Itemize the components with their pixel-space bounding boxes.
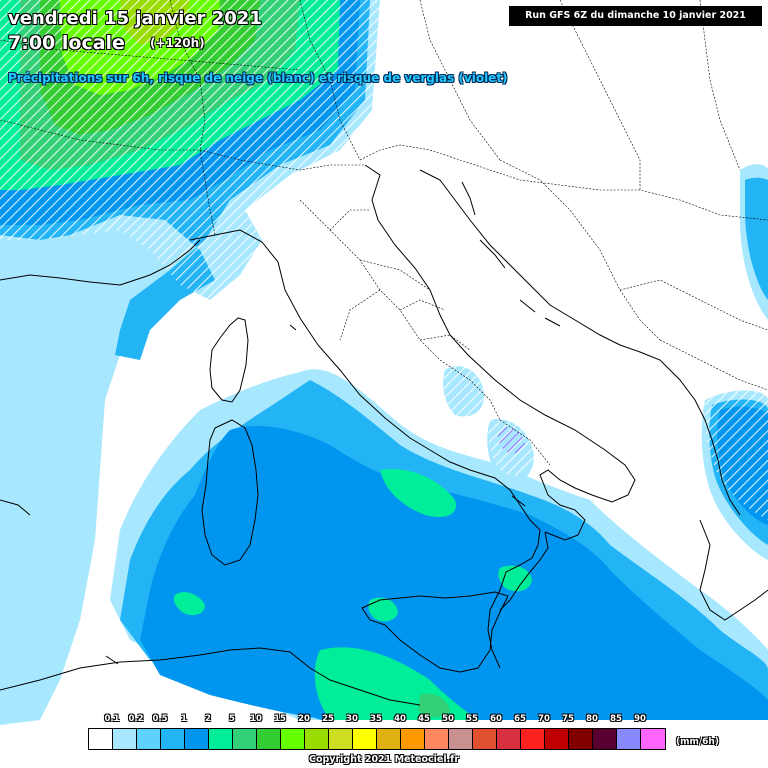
legend-swatch: [569, 729, 593, 749]
legend-unit: (mm/6h): [676, 737, 719, 747]
legend-swatch: [401, 729, 425, 749]
legend-swatch: [305, 729, 329, 749]
copyright-notice: Copyright 2021 Meteociel.fr: [308, 754, 459, 765]
legend-swatch: [113, 729, 137, 749]
legend-swatch: [449, 729, 473, 749]
legend-swatch: [89, 729, 113, 749]
legend-swatch: [641, 729, 665, 749]
forecast-time: 7:00 locale: [8, 32, 125, 54]
legend-swatch: [521, 729, 545, 749]
legend-label: 2: [205, 714, 211, 724]
forecast-date: vendredi 15 janvier 2021: [8, 8, 262, 29]
legend-label: 10: [250, 714, 262, 724]
legend-label: 50: [442, 714, 454, 724]
model-run-label: Run GFS 6Z du dimanche 10 janvier 2021: [509, 6, 762, 26]
legend-swatch: [473, 729, 497, 749]
legend-swatch: [233, 729, 257, 749]
legend-label: 75: [562, 714, 574, 724]
forecast-lead-time: (+120h): [150, 36, 205, 50]
legend-swatch: [185, 729, 209, 749]
legend-label: 0.2: [128, 714, 144, 724]
legend-swatch: [257, 729, 281, 749]
legend-swatch: [497, 729, 521, 749]
legend-label: 40: [394, 714, 406, 724]
legend-label: 45: [418, 714, 430, 724]
legend-label: 55: [466, 714, 478, 724]
legend-label: 15: [274, 714, 286, 724]
legend-swatch: [545, 729, 569, 749]
legend-swatches: [88, 728, 666, 750]
borders: [0, 0, 768, 466]
legend-label: 60: [490, 714, 502, 724]
legend-swatch: [329, 729, 353, 749]
legend-label: 0.1: [104, 714, 120, 724]
legend-swatch: [161, 729, 185, 749]
legend-swatch: [617, 729, 641, 749]
legend-swatch: [593, 729, 617, 749]
legend-label: 90: [634, 714, 646, 724]
legend-label: 1: [181, 714, 187, 724]
freezing-rain-risk-area: [497, 426, 525, 454]
legend-label: 30: [346, 714, 358, 724]
legend-label: 80: [586, 714, 598, 724]
legend-label: 70: [538, 714, 550, 724]
legend-label: 5: [229, 714, 235, 724]
legend-swatch: [281, 729, 305, 749]
legend-swatch: [425, 729, 449, 749]
legend-label: 65: [514, 714, 526, 724]
legend-label: 0.5: [152, 714, 168, 724]
coastlines: [0, 164, 768, 706]
map-subtitle: Précipitations sur 6h, risque de neige (…: [8, 71, 508, 85]
legend-labels: 0.1 0.2 0.5 1 2 5 10 15 20 25 30 35 40 45 50 55 60 65 70 75…: [88, 714, 688, 726]
legend-swatch: [377, 729, 401, 749]
legend-label: 85: [610, 714, 622, 724]
legend-label: 20: [298, 714, 310, 724]
legend-swatch: [209, 729, 233, 749]
legend-label: 25: [322, 714, 334, 724]
legend-label: 35: [370, 714, 382, 724]
legend-swatch: [353, 729, 377, 749]
legend-swatch: [137, 729, 161, 749]
